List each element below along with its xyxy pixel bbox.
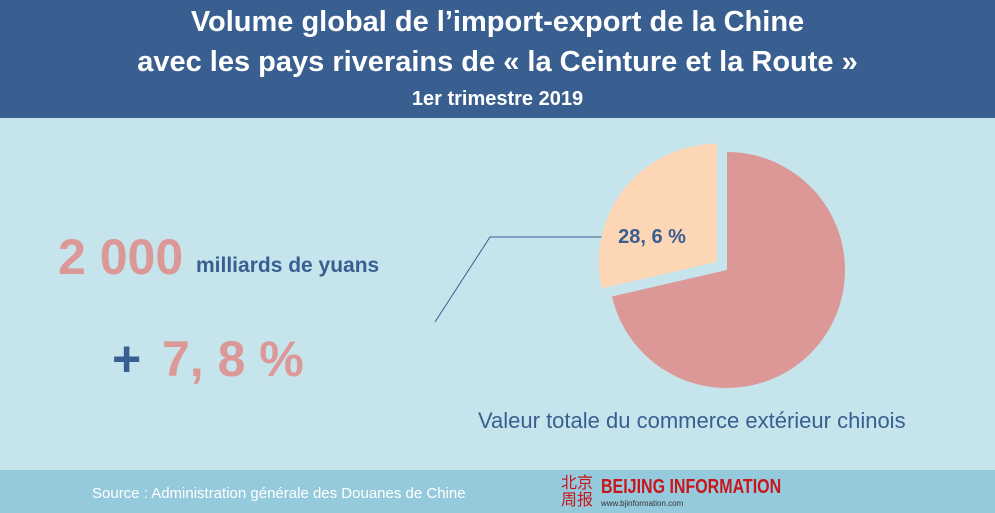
plus-sign: +	[112, 331, 142, 387]
logo-url: www.bjinformation.com	[601, 499, 684, 508]
slice-label: 28, 6 %	[606, 222, 698, 252]
leader-line	[434, 236, 607, 323]
logo-name: BEIJING INFORMATION	[601, 476, 782, 498]
amount: 2 000	[58, 229, 184, 285]
header-band	[0, 0, 995, 118]
footer-band	[0, 470, 995, 513]
pie-slice	[612, 152, 846, 388]
pie-slice	[598, 143, 717, 289]
growth: 7, 8 %	[162, 331, 304, 387]
subtitle: 1er trimestre 2019	[411, 88, 584, 110]
title: Volume global de l’import-export de la C…	[190, 6, 805, 38]
chart-caption: Valeur totale du commerce extérieur chin…	[478, 408, 906, 433]
logo-chinese: 北京周报	[561, 473, 594, 509]
amount-unit: milliards de yuans	[196, 254, 380, 277]
source: Source : Administration générale des Dou…	[92, 485, 466, 502]
title: avec les pays riverains de « la Ceinture…	[137, 46, 858, 78]
